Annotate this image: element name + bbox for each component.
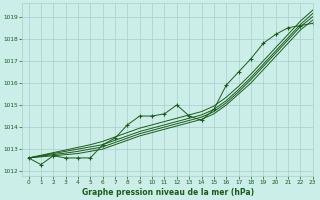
X-axis label: Graphe pression niveau de la mer (hPa): Graphe pression niveau de la mer (hPa) bbox=[82, 188, 254, 197]
